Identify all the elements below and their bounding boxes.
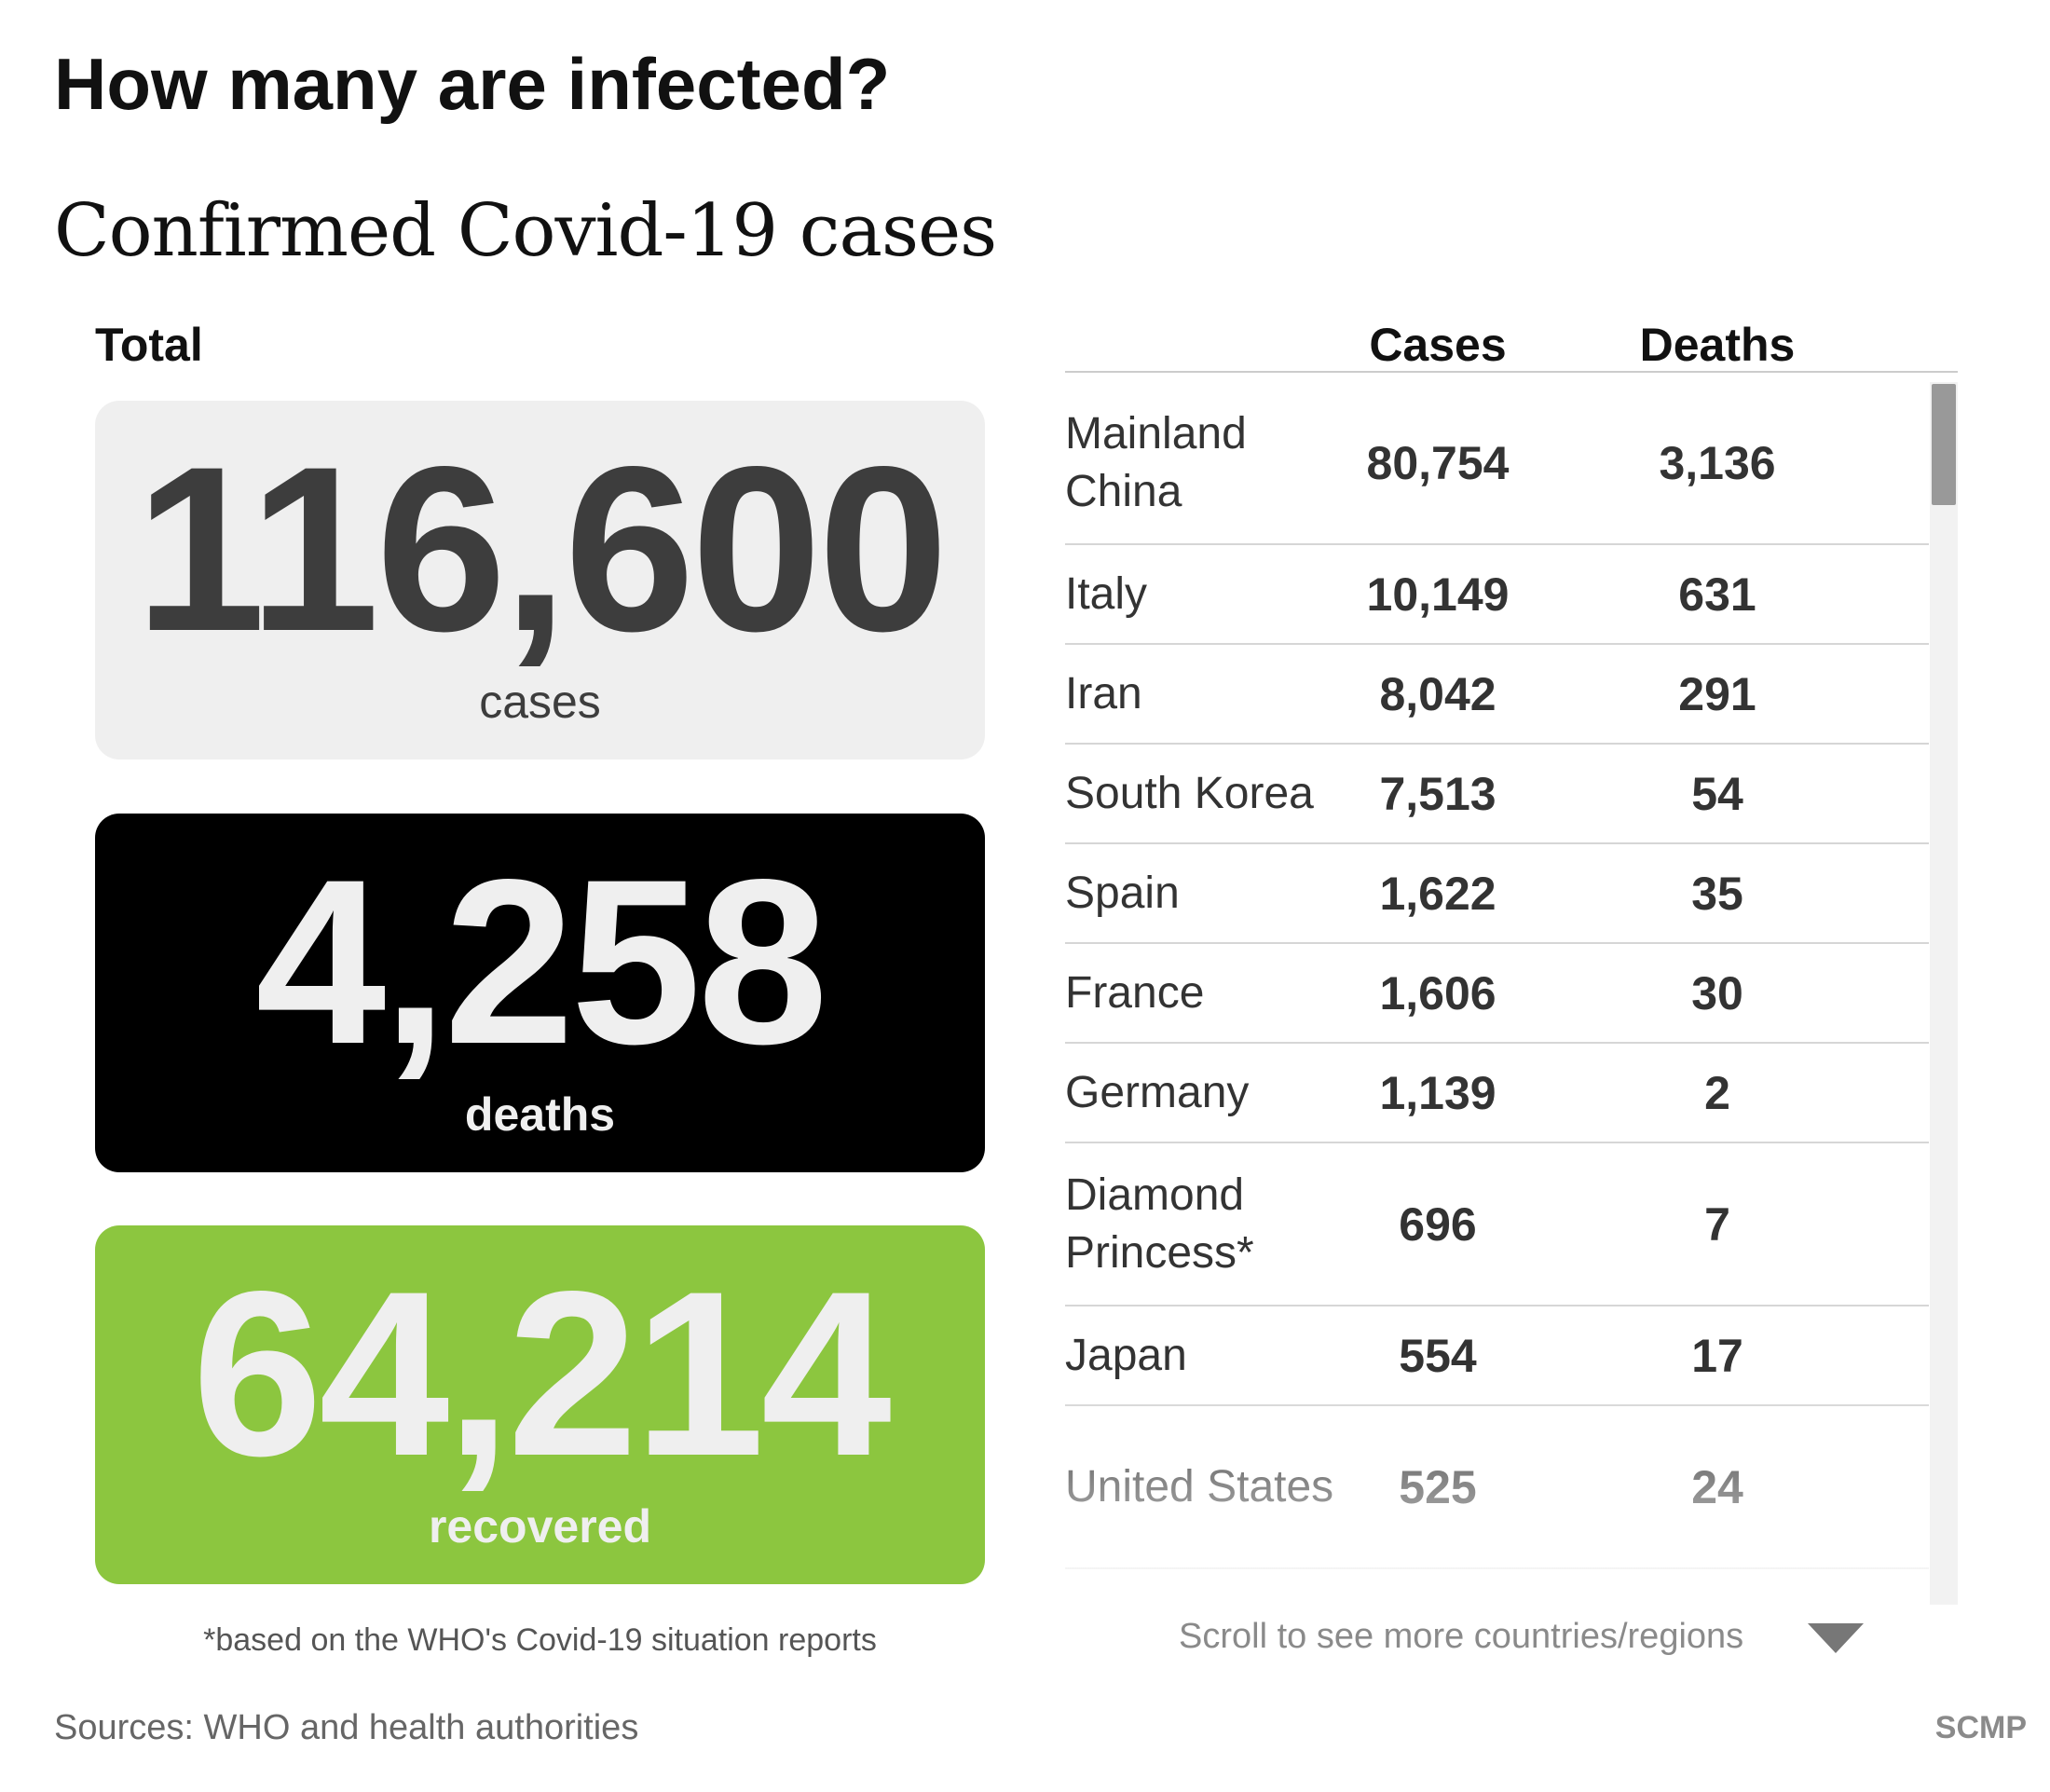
country-cell: Italy: [1065, 568, 1148, 619]
deaths-cell: 2: [1704, 1066, 1730, 1119]
country-cell: Germany: [1065, 1067, 1250, 1117]
deaths-cell: 17: [1691, 1329, 1743, 1382]
footnote: *based on the WHO's Covid-19 situation r…: [203, 1622, 877, 1658]
country-cell: Diamond Princess*: [1065, 1170, 1254, 1278]
cases-cell: 10,149: [1366, 568, 1510, 621]
cases-cell: 1,139: [1379, 1066, 1496, 1119]
table-row: South Korea 7,513 54: [1065, 745, 1929, 844]
deaths-cell: 3,136: [1659, 436, 1776, 489]
deaths-cell: 24: [1691, 1460, 1743, 1513]
cases-cell: 525: [1399, 1460, 1477, 1513]
table-row: Japan 554 17: [1065, 1306, 1929, 1406]
headline: How many are infected?: [54, 43, 891, 125]
column-header-cases: Cases: [1369, 319, 1507, 371]
credit-logo: SCMP: [1934, 1710, 2027, 1745]
country-cell: Mainland China: [1065, 408, 1247, 516]
country-cell: Spain: [1065, 868, 1180, 918]
total-label: Total: [95, 319, 203, 371]
deaths-cell: 291: [1678, 667, 1756, 720]
cases-cell: 8,042: [1379, 667, 1496, 720]
cases-cell: 7,513: [1379, 767, 1496, 820]
scrollbar-track[interactable]: [1930, 382, 1958, 1605]
table-row: Iran 8,042 291: [1065, 645, 1929, 745]
total-deaths-card: 4,258 deaths: [95, 814, 985, 1172]
deaths-cell: 631: [1678, 568, 1756, 621]
sources-note: Sources: WHO and health authorities: [54, 1708, 639, 1747]
column-header-deaths: Deaths: [1639, 319, 1796, 371]
chevron-down-icon[interactable]: [1808, 1623, 1864, 1653]
cases-cell: 554: [1399, 1329, 1477, 1382]
country-cell: South Korea: [1065, 768, 1314, 818]
scroll-hint: Scroll to see more countries/regions: [1179, 1617, 1744, 1656]
scrollbar-thumb[interactable]: [1932, 384, 1956, 505]
table-row: Spain 1,622 35: [1065, 844, 1929, 944]
deaths-cell: 7: [1704, 1197, 1730, 1251]
cases-cell: 696: [1399, 1197, 1477, 1251]
cases-cell: 1,622: [1379, 867, 1496, 920]
country-cell: Netherlands: [1065, 1569, 1335, 1605]
deaths-cell: 54: [1691, 767, 1743, 820]
total-recovered-card: 64,214 recovered: [95, 1225, 985, 1584]
deaths-cell: 30: [1691, 966, 1743, 1019]
total-recovered-label: recovered: [428, 1500, 652, 1553]
country-table[interactable]: Mainland China 80,754 3,136 Italy 10,149 631 I…: [1065, 382, 1929, 1605]
table-row: Germany 1,139 2: [1065, 1044, 1929, 1143]
table-row: Italy 10,149 631: [1065, 545, 1929, 645]
table-row: United States 525 24: [1065, 1406, 1929, 1569]
table-row: Netherlands382 4: [1065, 1569, 1929, 1605]
table-row: France 1,606 30: [1065, 944, 1929, 1044]
deaths-cell: 4: [1606, 1569, 1829, 1605]
country-cell: United States: [1065, 1461, 1334, 1512]
subhead: Confirmed Covid-19 cases: [54, 189, 997, 273]
total-deaths-label: deaths: [464, 1088, 616, 1141]
country-cell: Japan: [1065, 1330, 1187, 1380]
total-cases-label: cases: [479, 676, 601, 728]
table-row: Mainland China 80,754 3,136: [1065, 382, 1929, 545]
total-cases-card: 116,600 cases: [95, 401, 985, 759]
country-cell: Iran: [1065, 668, 1142, 718]
total-cases-value: 116,600: [134, 418, 949, 680]
total-recovered-value: 64,214: [192, 1243, 892, 1505]
country-cell: France: [1065, 967, 1205, 1018]
cases-cell: 1,606: [1379, 966, 1496, 1019]
table-row: Diamond Princess* 696 7: [1065, 1143, 1929, 1306]
total-deaths-value: 4,258: [255, 831, 828, 1093]
table-header: Cases Deaths: [1065, 312, 1958, 373]
cases-cell: 80,754: [1366, 436, 1510, 489]
deaths-cell: 35: [1691, 867, 1743, 920]
cases-cell: 382: [1326, 1569, 1550, 1605]
